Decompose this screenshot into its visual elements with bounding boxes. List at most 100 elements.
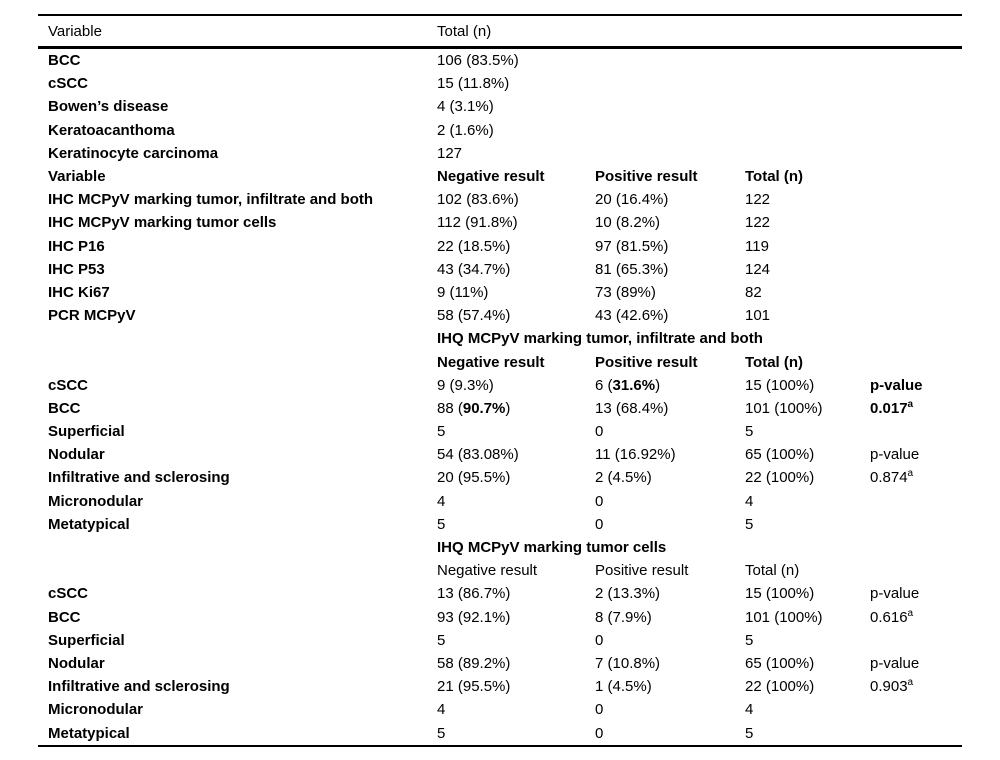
table-row: Micronodular 4 0 4: [38, 698, 962, 721]
cell-result_col_1: 5: [437, 517, 595, 532]
cell-result_col_1: 58 (57.4%): [437, 308, 595, 323]
cell-variable: Nodular: [48, 656, 437, 671]
text-segment: Keratinocyte carcinoma: [48, 144, 219, 162]
text-segment: IHC MCPyV marking tumor, infiltrate and …: [48, 191, 374, 209]
text-segment: Positive result: [595, 562, 689, 580]
text-segment: 112 (91.8%): [437, 214, 518, 232]
table-row: Superficial 5 0 5: [38, 420, 962, 443]
cell-variable: IHC MCPyV marking tumor, infiltrate and …: [48, 192, 437, 207]
text-segment: 13 (86.7%): [437, 585, 511, 603]
cell-pvalue_col: p-value: [870, 378, 962, 393]
cell-variable: PCR MCPyV: [48, 308, 437, 323]
text-segment: Infiltrative and sclerosing: [48, 469, 230, 487]
table-row: Keratinocyte carcinoma 127: [38, 142, 962, 165]
cell-result_col_1: 4 (3.1%): [437, 99, 595, 114]
cell-pvalue_col: p-value: [870, 586, 962, 601]
table-row: BCC 93 (92.1%) 8 (7.9%) 101 (100%) 0.616a: [38, 606, 962, 629]
cell-result_col_1: 106 (83.5%): [437, 53, 595, 68]
table-row: Infiltrative and sclerosing 20 (95.5%) 2 (…: [38, 466, 962, 489]
cell-result_col_1: Total (n): [437, 24, 595, 39]
cell-total_col: 101 (100%): [745, 401, 870, 416]
text-segment: Positive result: [595, 168, 698, 186]
cell-result_col_1: 4: [437, 702, 595, 717]
text-segment: BCC: [48, 608, 81, 626]
cell-total_col: 82: [745, 285, 870, 300]
text-segment: 0: [595, 701, 604, 719]
cell-variable: Metatypical: [48, 517, 437, 532]
cell-result_col_1: 5: [437, 424, 595, 439]
table-row: IHQ MCPyV marking tumor cells: [38, 536, 962, 559]
text-segment: 93 (92.1%): [437, 608, 511, 626]
text-segment: Nodular: [48, 654, 105, 672]
cell-result_col_1: 13 (86.7%): [437, 586, 595, 601]
text-segment: 127: [437, 144, 463, 162]
text-segment: Negative result: [437, 353, 545, 371]
cell-result_col_1: 2 (1.6%): [437, 123, 595, 138]
cell-variable: IHC P16: [48, 239, 437, 254]
cell-variable: BCC: [48, 610, 437, 625]
table-row: Superficial 5 0 5: [38, 629, 962, 652]
text-segment: 22 (18.5%): [437, 237, 511, 255]
cell-result_col_2: 1 (4.5%): [595, 679, 745, 694]
text-segment: 5: [745, 515, 754, 533]
cell-result_col_2: 73 (89%): [595, 285, 745, 300]
table-row: Metatypical 5 0 5: [38, 721, 962, 744]
cell-variable: IHC P53: [48, 262, 437, 277]
text-segment: 0.874: [870, 469, 908, 487]
text-segment: 43 (34.7%): [437, 260, 511, 278]
text-segment: 13 (68.4%): [595, 399, 669, 417]
cell-result_col_2: 20 (16.4%): [595, 192, 745, 207]
cell-variable: Micronodular: [48, 702, 437, 717]
text-segment: 0: [595, 515, 604, 533]
text-segment: 0: [595, 724, 604, 742]
cell-total_col: Total (n): [745, 563, 870, 578]
text-segment: 22 (100%): [745, 678, 815, 696]
cell-result_col_1: 5: [437, 633, 595, 648]
cell-total_col: 5: [745, 424, 870, 439]
table-row: Metatypical 5 0 5: [38, 513, 962, 536]
text-segment: Negative result: [437, 562, 538, 580]
text-segment: 73 (89%): [595, 283, 656, 301]
text-segment: 5: [745, 724, 754, 742]
table-row: Micronodular 4 0 4: [38, 490, 962, 513]
cell-variable: cSCC: [48, 76, 437, 91]
cell-variable: BCC: [48, 401, 437, 416]
cell-result_col_1: 127: [437, 146, 595, 161]
text-segment: 4: [745, 701, 754, 719]
cell-variable: Metatypical: [48, 726, 437, 741]
cell-pvalue_col: 0.616a: [870, 608, 962, 625]
text-segment: 0: [595, 631, 604, 649]
cell-result_col_2: 97 (81.5%): [595, 239, 745, 254]
table-row: Keratoacanthoma 2 (1.6%): [38, 119, 962, 142]
cell-total_col: 65 (100%): [745, 447, 870, 462]
table-row: Negative result Positive result Total (n): [38, 559, 962, 582]
text-segment: 22 (100%): [745, 469, 815, 487]
table-row: BCC 106 (83.5%): [38, 49, 962, 72]
cell-result_col_1: 4: [437, 494, 595, 509]
superscript-note: a: [907, 398, 914, 410]
cell-result_col_2: 0: [595, 494, 745, 509]
text-segment: 11 (16.92%): [595, 446, 676, 464]
text-segment: 1 (4.5%): [595, 678, 652, 696]
table-row: IHC P16 22 (18.5%) 97 (81.5%) 119: [38, 235, 962, 258]
text-segment: BCC: [48, 52, 81, 70]
text-segment: cSCC: [48, 585, 89, 603]
text-segment: 0.903: [870, 678, 908, 696]
cell-total_col: 5: [745, 517, 870, 532]
text-segment: Micronodular: [48, 701, 144, 719]
text-segment: 9 (11%): [437, 283, 489, 301]
text-segment: Total (n): [437, 22, 492, 40]
cell-total_col: 5: [745, 726, 870, 741]
table-row: PCR MCPyV 58 (57.4%) 43 (42.6%) 101: [38, 304, 962, 327]
text-segment: 4: [437, 492, 446, 510]
cell-result_col_1: 15 (11.8%): [437, 76, 595, 91]
table-row: cSCC 15 (11.8%): [38, 72, 962, 95]
superscript-note: a: [907, 677, 914, 689]
superscript-note: a: [907, 468, 914, 480]
text-segment: 88 (: [437, 399, 463, 417]
cell-total_col: 65 (100%): [745, 656, 870, 671]
text-segment: 65 (100%): [745, 654, 815, 672]
cell-result_col_2: 10 (8.2%): [595, 215, 745, 230]
text-segment: 31.6%: [612, 376, 656, 394]
text-segment: 0: [595, 492, 604, 510]
